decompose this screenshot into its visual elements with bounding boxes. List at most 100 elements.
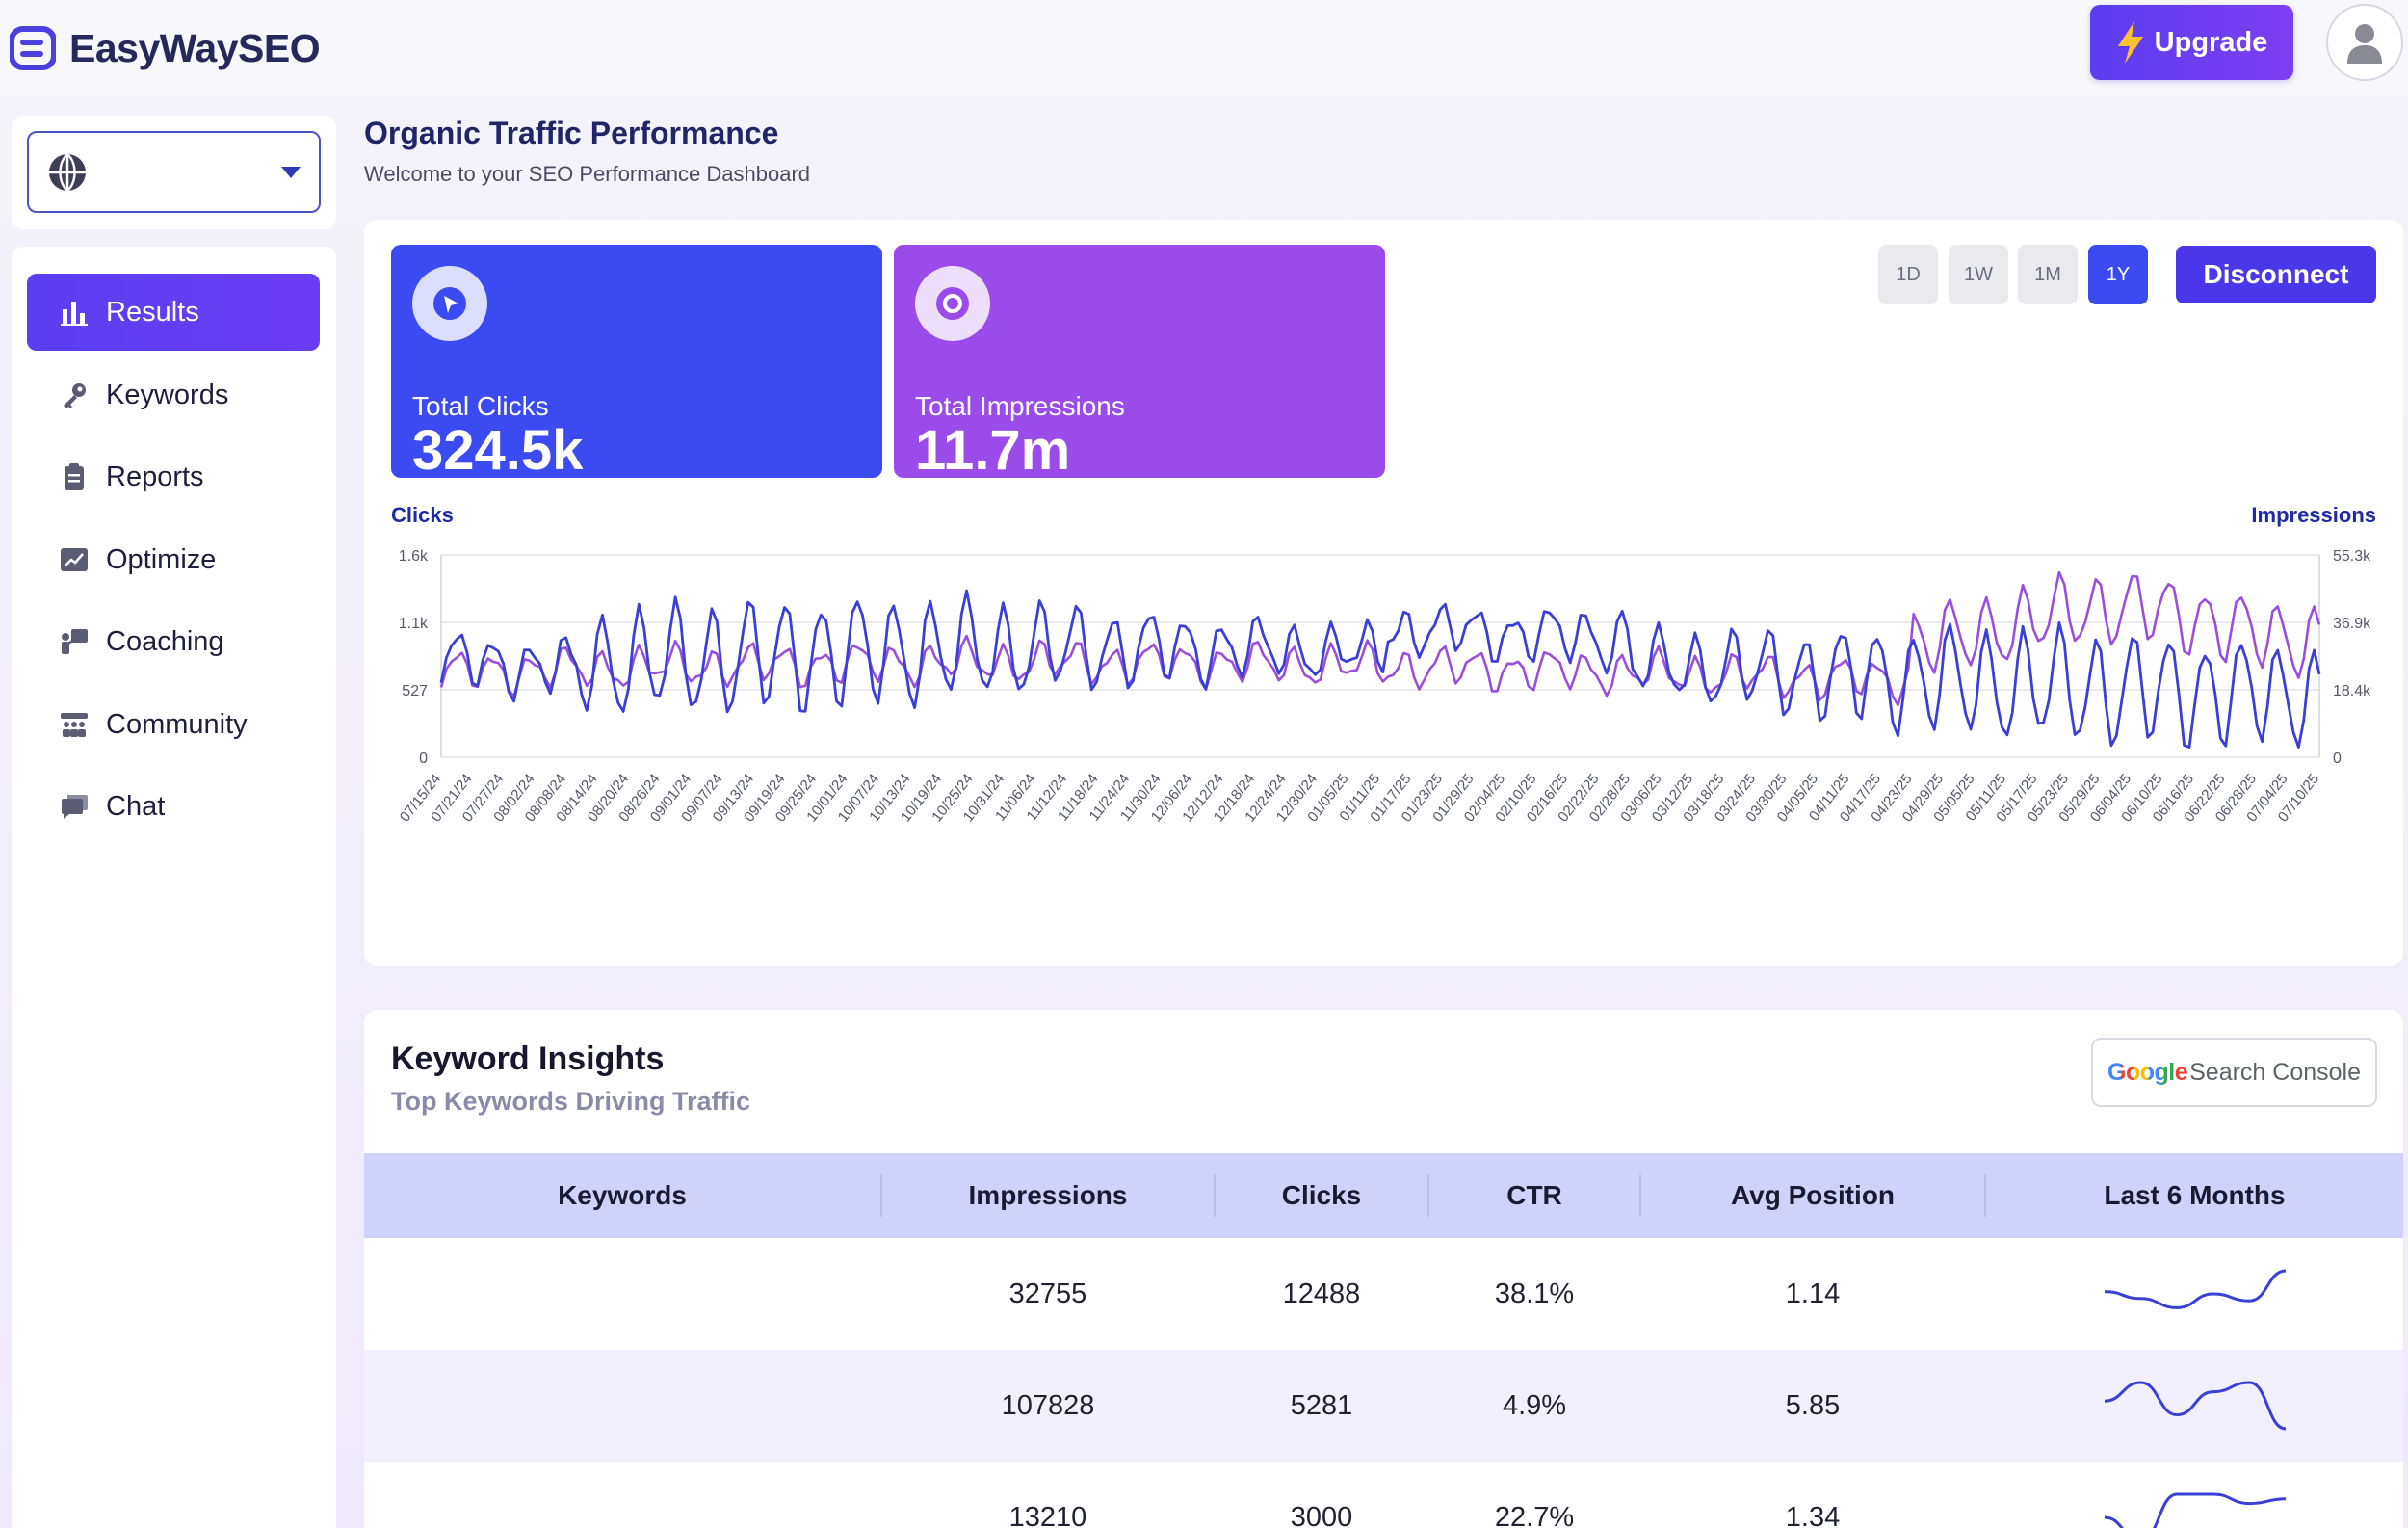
page-title: Organic Traffic Performance: [364, 116, 779, 150]
eye-icon: [915, 266, 990, 341]
range-button-1d[interactable]: 1D: [1878, 245, 1938, 304]
keyword-insights-subtitle: Top Keywords Driving Traffic: [391, 1087, 751, 1116]
globe-icon: [49, 152, 86, 192]
page-subtitle: Welcome to your SEO Performance Dashboar…: [364, 162, 811, 186]
search-console-label: Search Console: [2189, 1058, 2361, 1086]
sparkline-path: [2104, 1492, 2286, 1528]
key-icon: [64, 383, 86, 408]
keyword-cell: [364, 1462, 880, 1528]
trend-sparkline: [2104, 1492, 2286, 1528]
upgrade-label: Upgrade: [2154, 26, 2268, 58]
total-impressions-label: Total Impressions: [915, 391, 1125, 421]
sidebar-item-label: Chat: [106, 790, 166, 822]
top-bar: EasyWaySEO Upgrade: [0, 0, 2408, 96]
sparkline-path: [2104, 1269, 2286, 1309]
keyword-insights-title: Keyword Insights: [391, 1041, 665, 1077]
avg-position-cell: 1.34: [1785, 1501, 1841, 1528]
sidebar-item-chat[interactable]: Chat: [27, 768, 320, 845]
impressions-cell: 13210: [1008, 1501, 1087, 1528]
ctr-cell: 4.9%: [1502, 1389, 1567, 1421]
sidebar-item-keywords[interactable]: Keywords: [27, 356, 320, 434]
ctr-cell: 22.7%: [1494, 1501, 1575, 1528]
sidebar-item-label: Optimize: [106, 543, 217, 575]
table-row[interactable]: 32755 12488 38.1% 1.14: [364, 1238, 2403, 1350]
brand-name: EasyWaySEO: [69, 25, 321, 70]
range-button-1m[interactable]: 1M: [2018, 245, 2078, 304]
ctr-cell: 38.1%: [1494, 1278, 1575, 1309]
column-divider: [1639, 1174, 1641, 1217]
table-row[interactable]: 107828 5281 4.9% 5.85: [364, 1350, 2403, 1462]
site-selector[interactable]: [27, 131, 321, 213]
sidebar-item-optimize[interactable]: Optimize: [27, 521, 320, 598]
total-clicks-value: 324.5k: [412, 419, 584, 482]
sidebar-item-coaching[interactable]: Coaching: [27, 603, 320, 680]
sidebar-item-label: Results: [106, 296, 199, 328]
lightning-icon: [2117, 21, 2143, 64]
disconnect-button[interactable]: Disconnect: [2176, 246, 2376, 303]
sidebar-item-results[interactable]: Results: [27, 274, 320, 351]
trend-sparkline-cell: [1986, 1350, 2403, 1462]
column-divider: [880, 1174, 882, 1217]
trend-sparkline: [2104, 1269, 2286, 1309]
sidebar-item-label: Reports: [106, 461, 204, 492]
column-header-impressions[interactable]: Impressions: [968, 1180, 1128, 1210]
google-search-console-button[interactable]: Google Search Console: [2091, 1038, 2377, 1107]
column-divider: [1427, 1174, 1429, 1217]
trend-sparkline-cell: [1986, 1238, 2403, 1350]
column-header-keywords[interactable]: Keywords: [558, 1180, 687, 1210]
chat-bubble-icon: [62, 795, 88, 819]
sidebar-nav: Results Keywords Reports Optimize Coachi…: [12, 247, 336, 1528]
sidebar-item-community[interactable]: Community: [27, 686, 320, 763]
clipboard-icon: [65, 463, 84, 490]
left-tick-label: 1.1k: [399, 616, 429, 632]
right-axis-title: Impressions: [2251, 503, 2376, 527]
impressions-cell: 32755: [1008, 1278, 1087, 1309]
keyword-insights-panel: Keyword Insights Top Keywords Driving Tr…: [364, 1010, 2403, 1528]
google-wordmark: Google: [2107, 1058, 2188, 1086]
performance-panel: Total Clicks 324.5k Total Impressions 11…: [364, 220, 2403, 966]
column-header-ctr[interactable]: CTR: [1506, 1180, 1562, 1210]
right-tick-label: 18.4k: [2333, 683, 2371, 699]
clicks-cell: 3000: [1290, 1501, 1353, 1528]
column-header-avg-position[interactable]: Avg Position: [1730, 1180, 1896, 1210]
community-icon: [61, 713, 88, 737]
column-divider: [1984, 1174, 1986, 1217]
brand-logo[interactable]: EasyWaySEO: [10, 25, 321, 71]
clicks-cell: 12488: [1282, 1278, 1361, 1309]
trend-sparkline: [2104, 1381, 2286, 1431]
trend-sparkline-cell: [1986, 1462, 2403, 1528]
left-tick-label: 1.6k: [399, 548, 429, 565]
user-avatar[interactable]: [2326, 4, 2403, 81]
keyword-cell: [364, 1238, 880, 1350]
left-axis-title: Clicks: [391, 503, 454, 527]
column-divider: [1214, 1174, 1216, 1217]
range-button-1w[interactable]: 1W: [1949, 245, 2008, 304]
table-row[interactable]: 13210 3000 22.7% 1.34: [364, 1462, 2403, 1528]
presenter-icon: [62, 629, 88, 654]
upgrade-button[interactable]: Upgrade: [2090, 5, 2293, 80]
left-tick-label: 0: [419, 751, 428, 767]
sidebar-item-label: Keywords: [106, 379, 229, 410]
range-button-1y[interactable]: 1Y: [2088, 245, 2148, 304]
clicks-series-line: [439, 589, 2321, 749]
keyword-cell: [364, 1350, 880, 1462]
right-tick-label: 36.9k: [2333, 616, 2371, 632]
site-selector-card: [12, 116, 336, 229]
right-tick-label: 55.3k: [2333, 548, 2371, 565]
sidebar-item-label: Coaching: [106, 625, 224, 657]
sparkline-path: [2104, 1381, 2286, 1431]
clicks-cell: 5281: [1290, 1389, 1353, 1421]
column-header-last-6-months: Last 6 Months: [2104, 1180, 2286, 1210]
user-icon: [2347, 24, 2382, 64]
sidebar-item-reports[interactable]: Reports: [27, 438, 320, 515]
total-clicks-label: Total Clicks: [412, 391, 549, 421]
column-header-clicks[interactable]: Clicks: [1281, 1180, 1362, 1210]
bar-chart-icon: [61, 302, 88, 326]
left-tick-label: 527: [402, 683, 428, 699]
chevron-down-icon: [281, 166, 301, 178]
keywords-table-header: Keywords Impressions Clicks CTR Avg Posi…: [364, 1153, 2403, 1238]
trend-chart-icon: [61, 548, 88, 571]
logo-icon: [10, 26, 56, 70]
total-clicks-card: Total Clicks 324.5k: [391, 245, 882, 482]
